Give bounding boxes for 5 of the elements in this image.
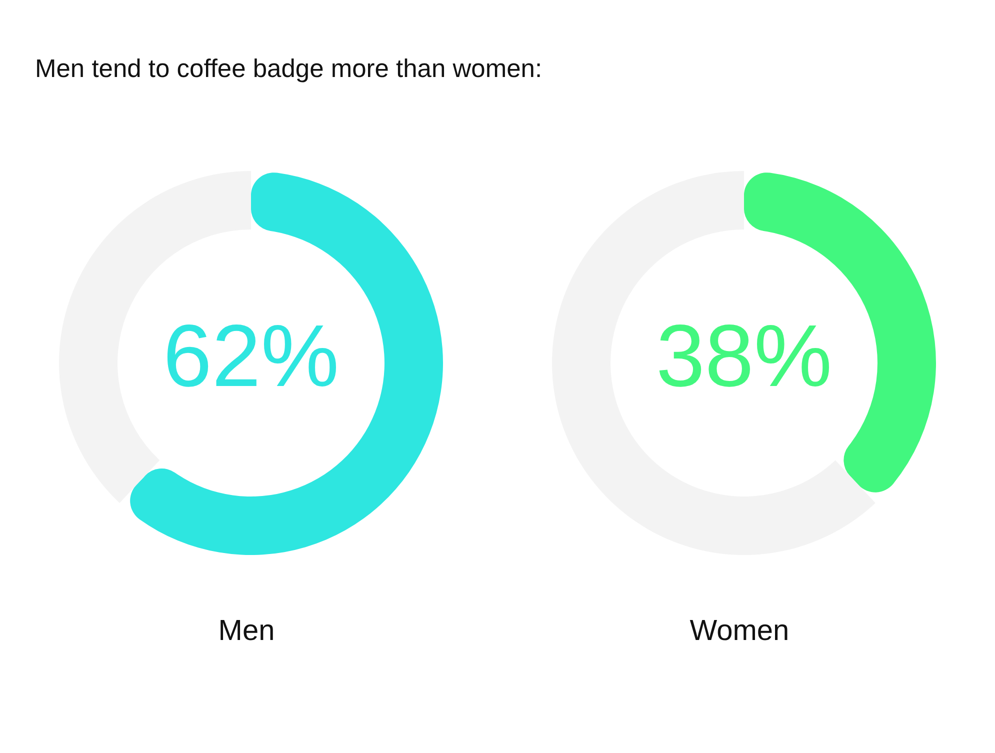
data-label: 62% <box>162 306 340 405</box>
chart-title: Men tend to coffee badge more than women: <box>35 54 542 85</box>
text: Women <box>688 614 790 649</box>
data-label: 38% <box>656 306 832 405</box>
text: Men <box>217 614 276 649</box>
